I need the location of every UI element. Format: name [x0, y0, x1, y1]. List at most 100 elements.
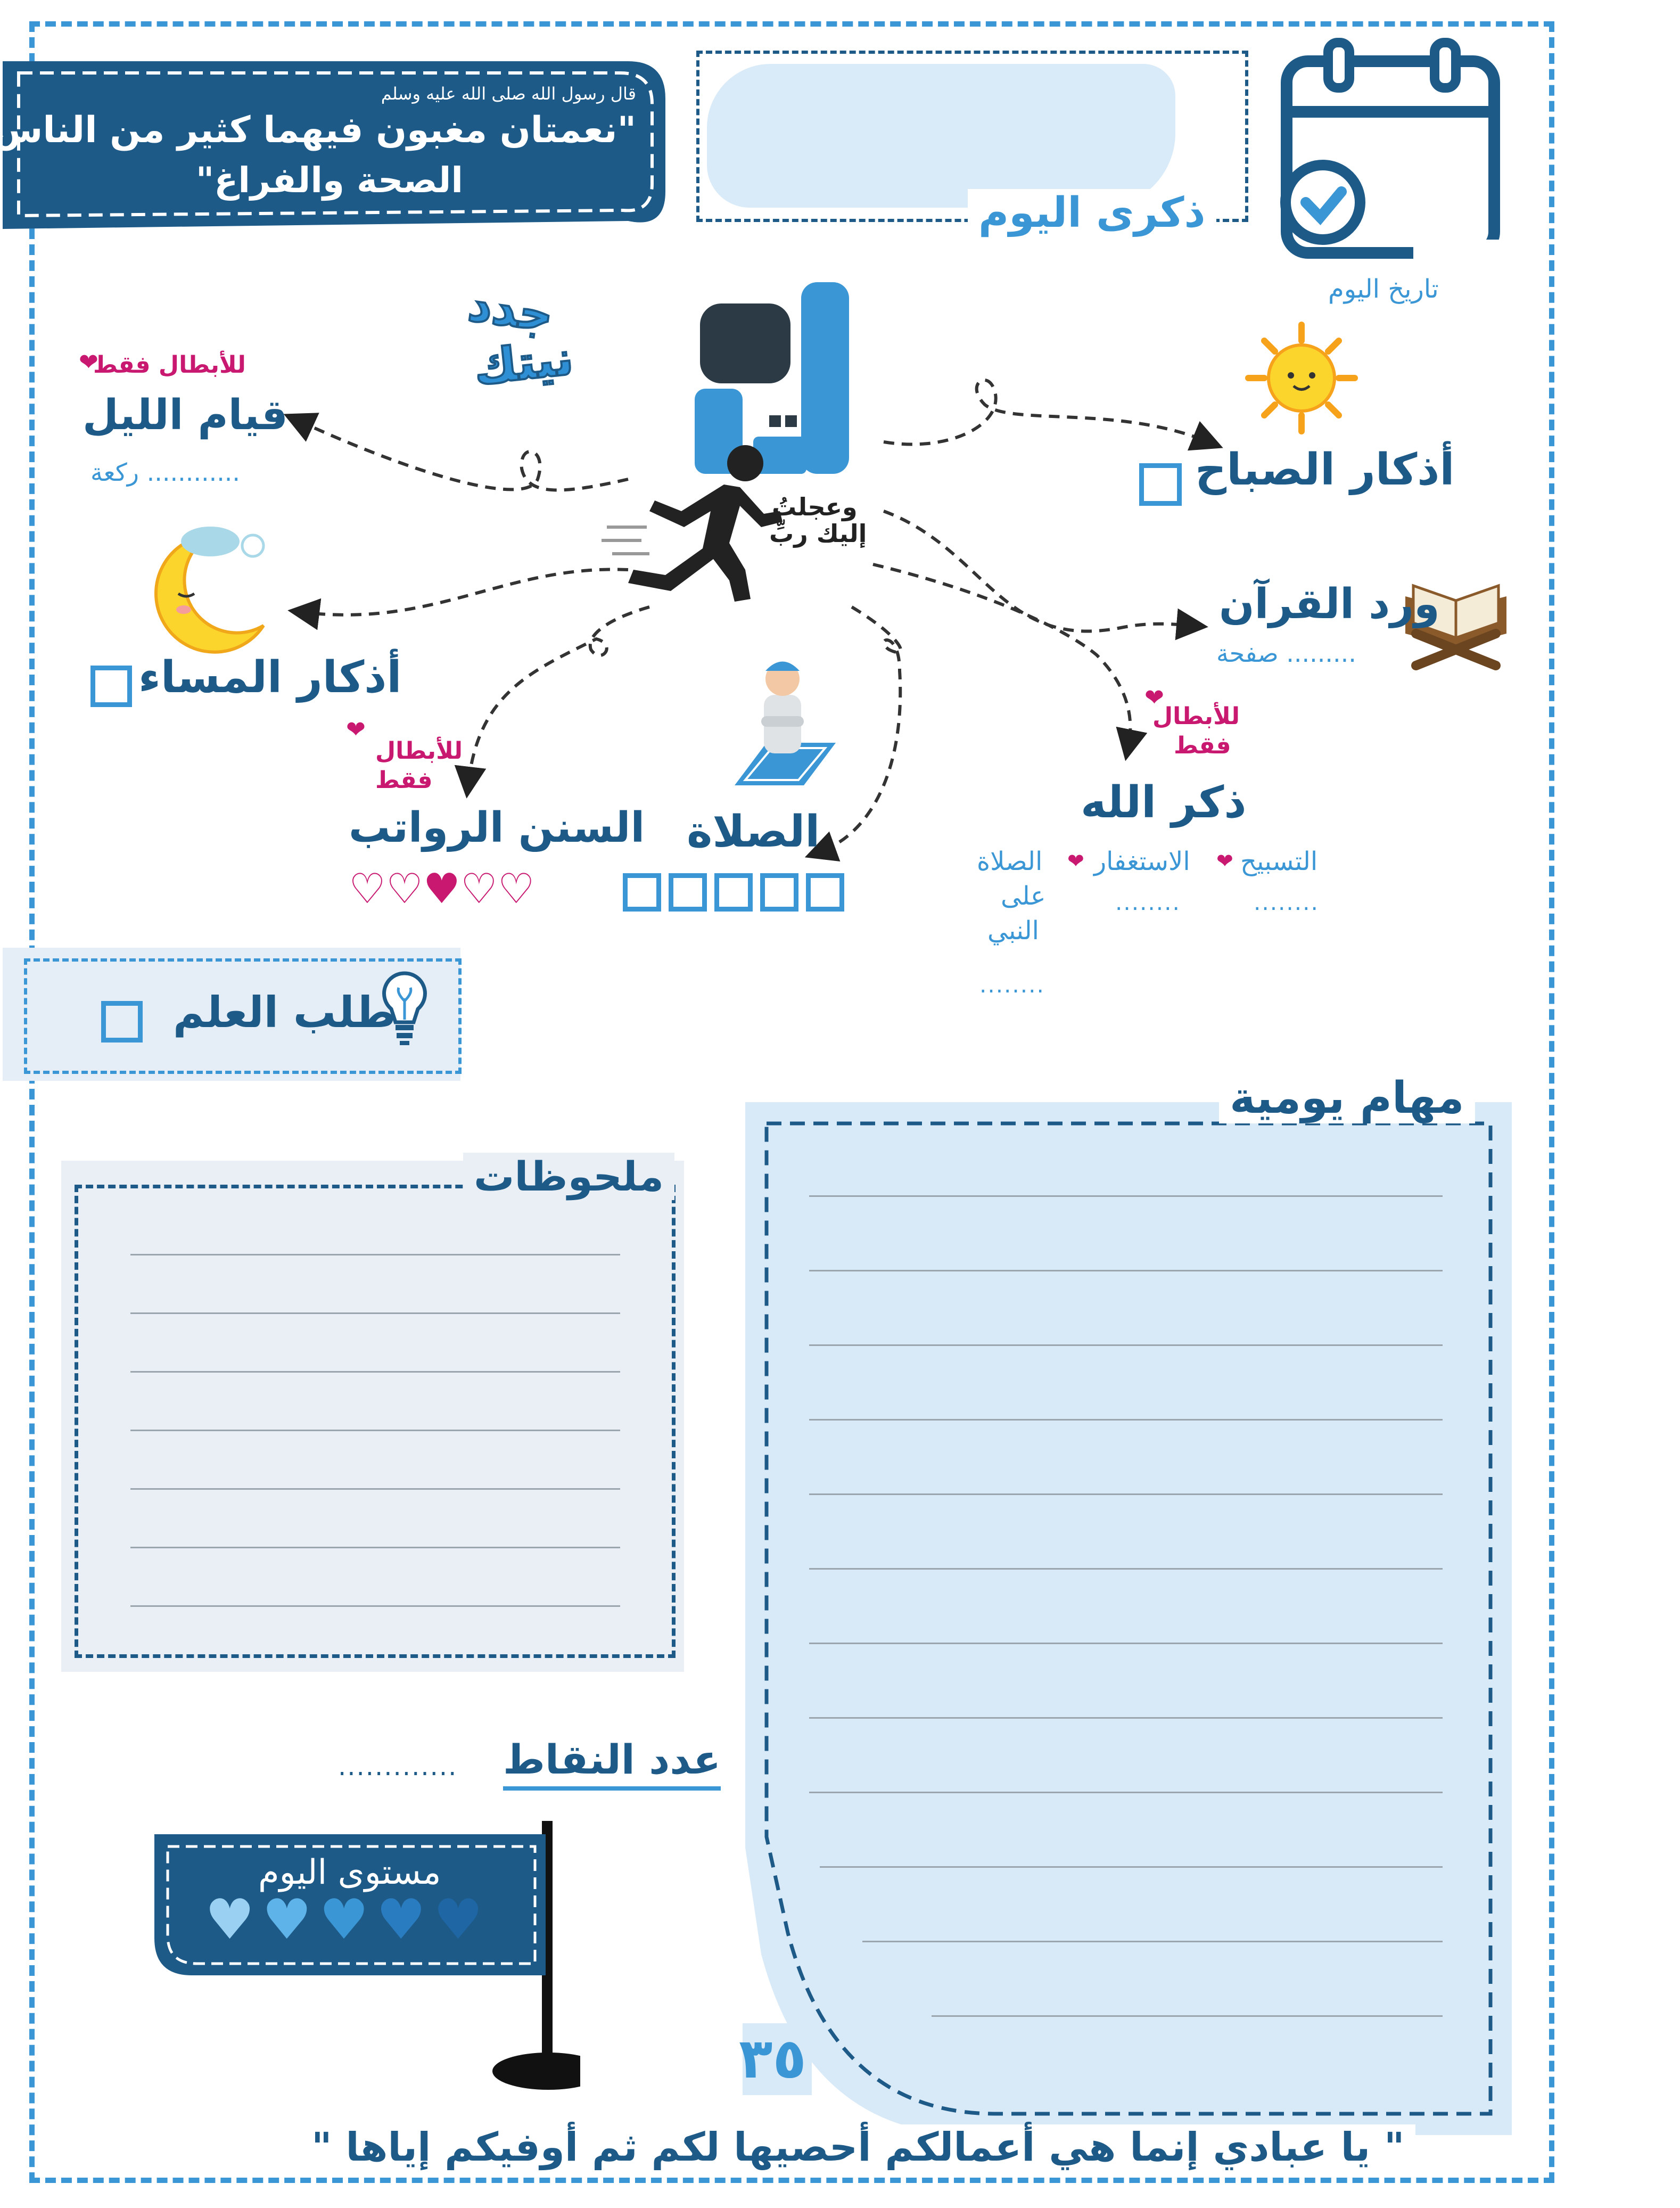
level-hearts[interactable]: ♥ ♥ ♥ ♥ ♥: [205, 1892, 524, 1947]
arrow-to-qiyam: [283, 413, 629, 492]
daily-line-4[interactable]: [809, 1419, 1443, 1421]
notes-panel: [61, 1161, 684, 1672]
salah-box-4[interactable]: [760, 873, 798, 912]
notes-line-6[interactable]: [130, 1547, 620, 1548]
sunan-heart-icon: ❤: [346, 716, 366, 743]
sunan-heart-2[interactable]: ♡: [385, 865, 423, 913]
dhikr-badge-2: فقط: [1174, 732, 1231, 759]
moon-icon: [146, 519, 279, 658]
dhikr-tasbih-label: التسبيح: [1240, 847, 1318, 876]
daily-line-11[interactable]: [862, 1941, 1443, 1942]
date-label: تاريخ اليوم: [1328, 274, 1439, 304]
page-number-badge: [743, 2023, 812, 2095]
ilm-checkbox[interactable]: [101, 1001, 143, 1043]
dhikr-tasbih-field[interactable]: ........: [1254, 889, 1319, 915]
tasbih-heart-icon: ❤: [1216, 849, 1233, 873]
salah-box-2[interactable]: [669, 873, 707, 912]
logo-verse-2: إليك ربِّ: [769, 519, 867, 548]
daily-line-3[interactable]: [809, 1344, 1443, 1346]
hadith-banner-shape: [3, 61, 665, 229]
daily-line-9[interactable]: [809, 1792, 1443, 1793]
sunan-badge-1: للأبطال: [375, 737, 463, 765]
page-frame: [29, 21, 1554, 2183]
daily-line-6[interactable]: [809, 1568, 1443, 1570]
evening-adhkar-checkbox[interactable]: [90, 666, 132, 707]
sunan-heart-5[interactable]: ♡: [497, 865, 535, 913]
logo-mark: [689, 282, 854, 506]
dhikr-salat-field[interactable]: ........: [979, 972, 1045, 998]
daily-line-10[interactable]: [820, 1866, 1443, 1868]
quran-icon: [1395, 559, 1517, 671]
notes-line-1[interactable]: [130, 1254, 620, 1255]
evening-adhkar-title: أذكار المساء: [138, 652, 402, 703]
dhikr-badge-1: للأبطال: [1152, 703, 1240, 730]
notes-line-7[interactable]: [130, 1605, 620, 1607]
salah-box-1[interactable]: [623, 873, 661, 912]
points-label: عدد النقاط: [503, 1736, 721, 1791]
salah-box-3[interactable]: [714, 873, 753, 912]
arrow-to-salah: [804, 605, 902, 861]
sun-icon: [1235, 319, 1368, 437]
daily-title: مهام يومية: [1219, 1073, 1475, 1123]
hadith-line1: "نعمتان مغبون فيهما كثير من الناس،: [0, 109, 636, 151]
hadith-intro: قال رسول الله صلى الله عليه وسلم: [381, 84, 636, 104]
hadith-banner: قال رسول الله صلى الله عليه وسلم "نعمتان…: [0, 61, 665, 229]
notes-line-5[interactable]: [130, 1488, 620, 1490]
daily-line-2[interactable]: [809, 1270, 1443, 1271]
memory-cloud: [707, 64, 1175, 208]
salah-boxes: [623, 873, 860, 912]
connector-arrows: [283, 378, 1223, 861]
notes-line-4[interactable]: [130, 1430, 620, 1431]
sunan-title: السنن الرواتب: [349, 804, 645, 852]
footer-verse: " يا عبادي إنما هي أعمالكم أحصيها لكم ثم…: [301, 2124, 1415, 2170]
sunan-heart-4[interactable]: ♡: [460, 865, 498, 913]
sunan-hearts[interactable]: ♡♡♥♡♡: [349, 865, 583, 913]
arrow-to-sunan: [454, 605, 650, 799]
arrow-to-morning: [883, 378, 1223, 451]
dhikr-istighfar-label: الاستغفار: [1094, 847, 1190, 876]
daily-line-8[interactable]: [809, 1717, 1443, 1719]
qiyam-title: قيام الليل: [83, 391, 288, 439]
hadith-line2: الصحة والفراغ": [195, 160, 463, 201]
salah-box-5[interactable]: [806, 873, 844, 912]
quran-pages-field[interactable]: ......... صفحة: [1216, 639, 1356, 668]
notes-line-2[interactable]: [130, 1312, 620, 1314]
qiyam-badge: للأبطال فقط: [93, 351, 246, 379]
prayer-boy-icon: [724, 647, 841, 796]
ilm-panel: [3, 948, 460, 1081]
notes-line-3[interactable]: [130, 1371, 620, 1373]
level-heart-5[interactable]: ♥: [433, 1887, 483, 1952]
salah-title: الصلاة: [687, 807, 820, 857]
memory-box[interactable]: ذكرى اليوم: [696, 51, 1250, 237]
daily-line-5[interactable]: [809, 1493, 1443, 1495]
sunan-badge-2: فقط: [375, 767, 433, 794]
daily-line-7[interactable]: [809, 1643, 1443, 1644]
dhikr-salat-label-1: الصلاة: [977, 847, 1043, 876]
calendar-icon: [1275, 37, 1506, 266]
morning-adhkar-title: أذكار الصباح: [1195, 445, 1455, 495]
runner-icon: [596, 442, 788, 602]
daily-line-12[interactable]: [932, 2015, 1443, 2017]
dhikr-salat-label-3: النبي: [987, 916, 1039, 946]
qiyam-rakah-field[interactable]: ............ ركعة: [90, 458, 241, 487]
arrow-to-quran: [883, 510, 1208, 641]
sunan-heart-1[interactable]: ♡: [349, 865, 386, 913]
level-flag: [154, 1821, 604, 2098]
dhikr-salat-label-2: على: [1001, 881, 1046, 911]
level-heart-2[interactable]: ♥: [262, 1887, 312, 1952]
daily-panel: [745, 1102, 1512, 2135]
level-heart-4[interactable]: ♥: [376, 1887, 426, 1952]
lightbulb-icon: [381, 969, 429, 1049]
ilm-title: طلب العلم: [173, 988, 396, 1037]
notes-title: ملحوظات: [463, 1153, 674, 1200]
level-heart-1[interactable]: ♥: [205, 1887, 255, 1952]
morning-adhkar-checkbox[interactable]: [1139, 463, 1182, 506]
quran-title: ورد القرآن: [1219, 580, 1440, 628]
level-heart-3[interactable]: ♥: [319, 1887, 369, 1952]
points-field[interactable]: .............: [338, 1752, 458, 1782]
daily-line-1[interactable]: [809, 1195, 1443, 1197]
page-number: ٣٥: [739, 2026, 806, 2091]
dhikr-istighfar-field[interactable]: ........: [1115, 889, 1181, 915]
memory-title: ذكرى اليوم: [968, 189, 1216, 237]
sunan-heart-3[interactable]: ♥: [423, 865, 460, 913]
